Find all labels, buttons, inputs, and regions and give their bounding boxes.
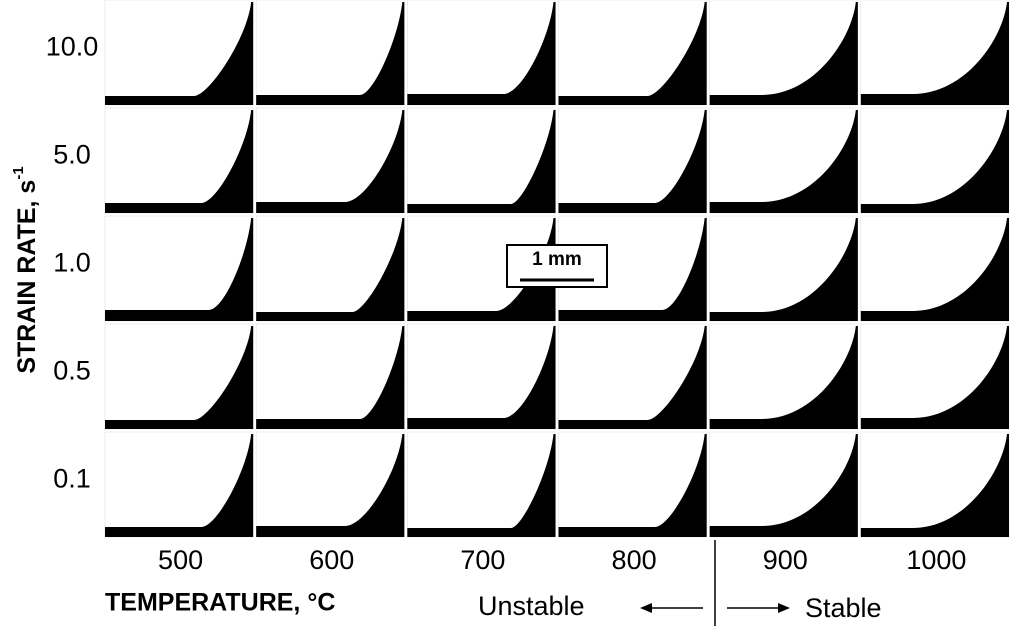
specimen-profile bbox=[860, 326, 1009, 429]
row-label: 0.5 bbox=[53, 356, 91, 386]
row-label: 10.0 bbox=[46, 32, 99, 62]
specimen-profile bbox=[709, 434, 858, 537]
row-label: 0.1 bbox=[53, 464, 91, 494]
specimen-profile bbox=[105, 110, 254, 213]
y-axis-title: STRAIN RATE, s-1 bbox=[10, 166, 41, 373]
specimen-profile bbox=[558, 326, 707, 429]
specimen-profile bbox=[860, 218, 1009, 321]
specimen-profile bbox=[105, 326, 254, 429]
x-axis-title: TEMPERATURE, °C bbox=[105, 589, 335, 617]
column-label: 700 bbox=[460, 545, 505, 575]
specimen-profile bbox=[860, 434, 1009, 537]
scale-bar-label: 1 mm bbox=[532, 249, 582, 270]
column-label: 1000 bbox=[906, 545, 966, 575]
specimen-profile bbox=[860, 110, 1009, 213]
arrowhead-right bbox=[778, 603, 790, 613]
specimen-profile bbox=[256, 218, 405, 321]
specimen-profile bbox=[407, 434, 556, 537]
specimen-profile bbox=[860, 2, 1009, 105]
specimen-profile bbox=[256, 2, 405, 105]
specimen-profile bbox=[558, 218, 707, 321]
specimen-profile bbox=[256, 110, 405, 213]
row-label: 1.0 bbox=[53, 248, 91, 278]
specimen-profile bbox=[256, 326, 405, 429]
unstable-label: Unstable bbox=[478, 591, 585, 621]
specimen-profile bbox=[709, 110, 858, 213]
specimen-profile bbox=[407, 326, 556, 429]
specimen-profile bbox=[558, 110, 707, 213]
y-axis-title-text: STRAIN RATE, s bbox=[13, 180, 41, 374]
column-label: 600 bbox=[309, 545, 354, 575]
arrowhead-left bbox=[640, 603, 652, 613]
row-label: 5.0 bbox=[53, 140, 91, 170]
column-label: 500 bbox=[158, 545, 203, 575]
y-axis-title-sup: -1 bbox=[10, 166, 27, 179]
specimen-profile bbox=[709, 326, 858, 429]
specimen-profile bbox=[256, 434, 405, 537]
stable-label: Stable bbox=[805, 593, 882, 623]
column-label: 800 bbox=[612, 545, 657, 575]
specimen-profile bbox=[558, 434, 707, 537]
specimen-profile bbox=[558, 2, 707, 105]
specimen-profile bbox=[407, 2, 556, 105]
specimen-profile bbox=[105, 434, 254, 537]
micrograph-grid bbox=[104, 0, 1010, 538]
specimen-profile bbox=[105, 2, 254, 105]
specimen-profile bbox=[105, 218, 254, 321]
specimen-profile bbox=[407, 218, 556, 321]
specimen-profile bbox=[709, 2, 858, 105]
specimen-profile bbox=[709, 218, 858, 321]
specimen-profile bbox=[407, 110, 556, 213]
column-label: 900 bbox=[763, 545, 808, 575]
